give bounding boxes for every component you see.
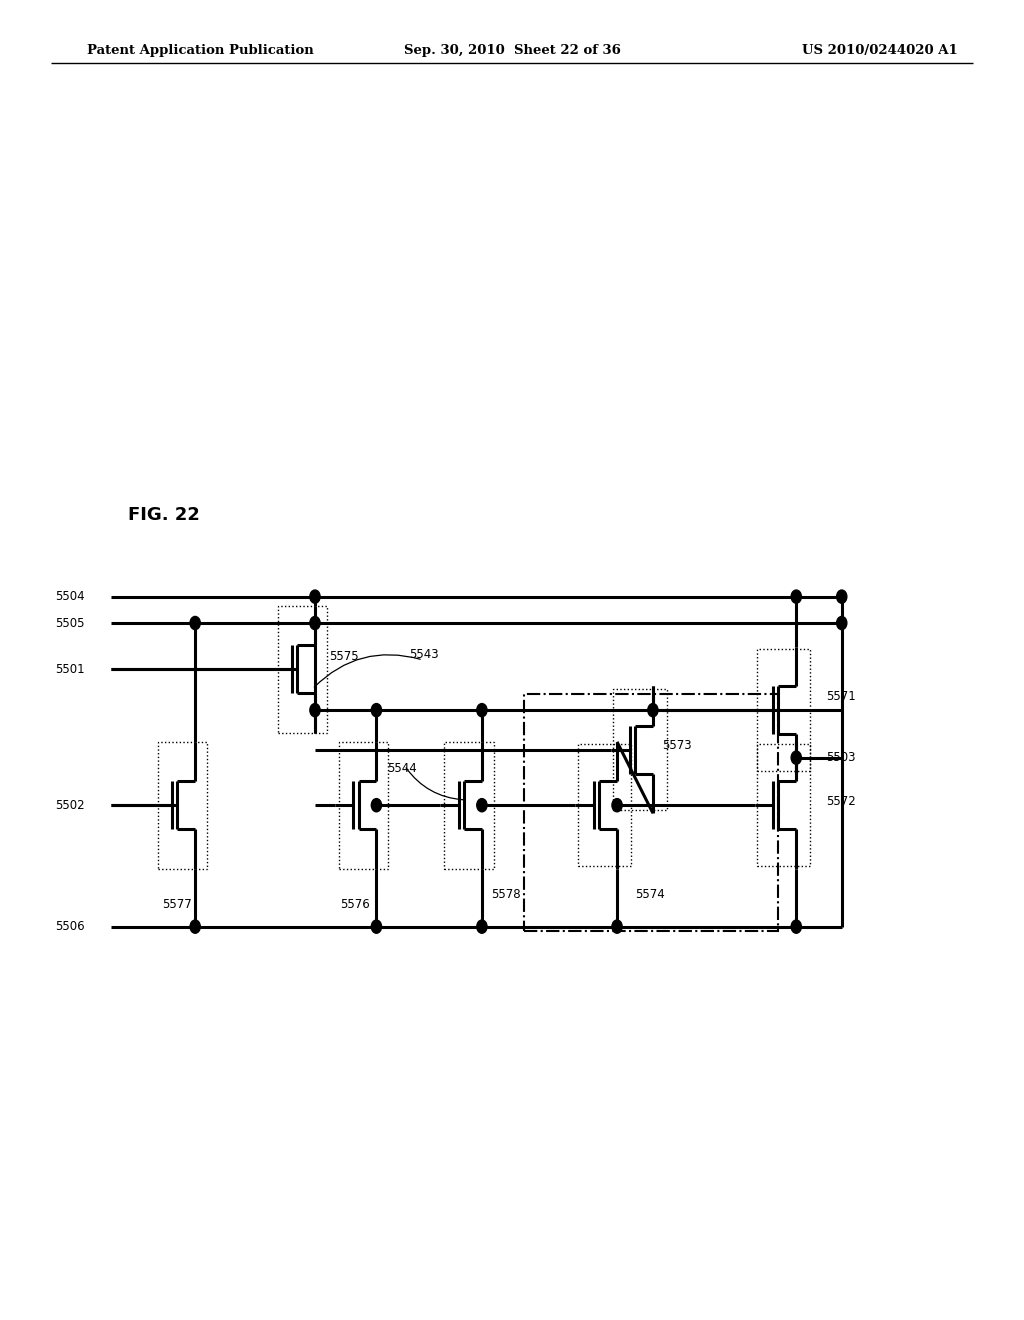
Circle shape [648,704,658,717]
Bar [278,606,327,733]
Text: 5506: 5506 [55,920,85,933]
Text: 5575: 5575 [329,649,358,663]
Text: 5572: 5572 [826,795,856,808]
Text: 5573: 5573 [663,739,692,752]
Text: 5543: 5543 [410,648,439,661]
Circle shape [310,590,321,603]
Bar [444,742,494,869]
Bar [524,694,778,931]
Bar [158,742,207,869]
Bar [613,689,667,810]
Text: 5503: 5503 [826,751,856,764]
Circle shape [792,920,802,933]
Text: 5578: 5578 [492,888,521,902]
Circle shape [837,590,847,603]
Bar [578,744,631,866]
Text: FIG. 22: FIG. 22 [128,506,200,524]
Text: US 2010/0244020 A1: US 2010/0244020 A1 [802,44,957,57]
Text: 5504: 5504 [55,590,85,603]
Text: 5576: 5576 [340,898,371,911]
Circle shape [372,704,382,717]
Circle shape [372,920,382,933]
Bar [339,742,388,869]
Circle shape [372,799,382,812]
Text: 5502: 5502 [55,799,85,812]
Text: 5501: 5501 [55,663,85,676]
Circle shape [792,590,802,603]
Circle shape [310,704,321,717]
Bar [757,744,810,866]
Text: Sep. 30, 2010  Sheet 22 of 36: Sep. 30, 2010 Sheet 22 of 36 [403,44,621,57]
Circle shape [837,616,847,630]
Text: 5544: 5544 [387,762,417,775]
Text: 5571: 5571 [826,690,856,704]
Text: Patent Application Publication: Patent Application Publication [87,44,313,57]
Bar [757,649,810,771]
Circle shape [477,799,487,812]
Circle shape [310,616,321,630]
Text: 5574: 5574 [635,888,665,902]
Circle shape [477,920,487,933]
Circle shape [612,799,623,812]
Text: 5577: 5577 [162,898,193,911]
Circle shape [612,920,623,933]
Circle shape [477,704,487,717]
Circle shape [190,616,201,630]
Circle shape [190,920,201,933]
Text: 5505: 5505 [55,616,85,630]
Circle shape [792,751,802,764]
